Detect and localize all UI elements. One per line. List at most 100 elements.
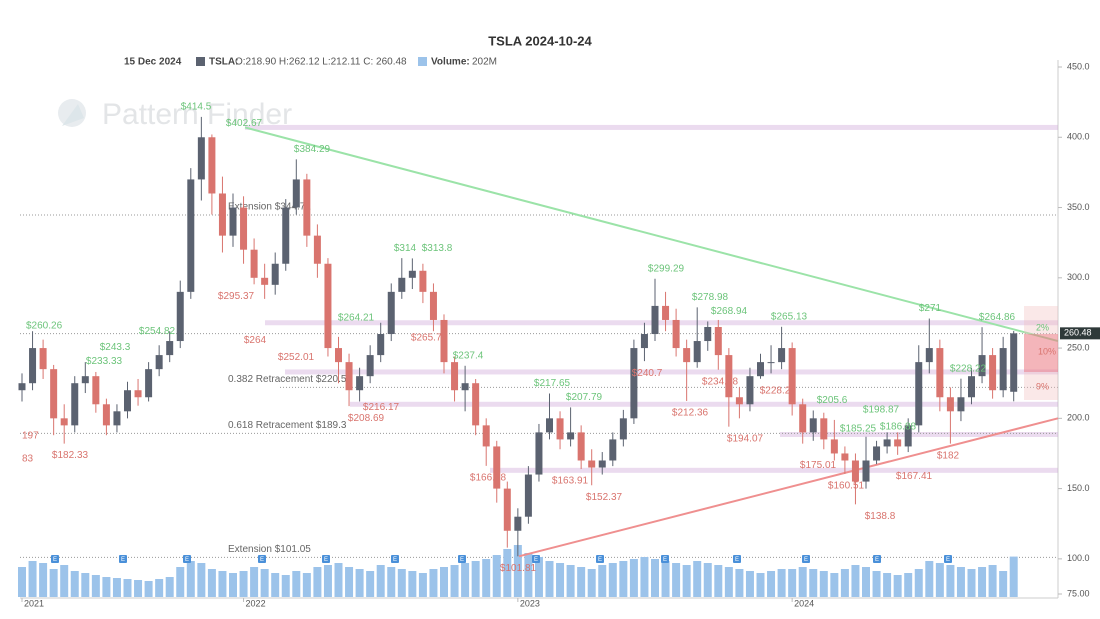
volume-bar xyxy=(967,569,976,597)
candle-body xyxy=(619,418,627,440)
volume-bar xyxy=(893,575,902,597)
volume-bar xyxy=(482,559,491,597)
y-tick-label: 75.00 xyxy=(1067,588,1090,598)
candle-body xyxy=(218,193,226,236)
volume-bar xyxy=(682,565,691,597)
volume-bar xyxy=(450,565,459,597)
high-label: $254.82 xyxy=(139,326,176,337)
trendline xyxy=(244,126,1059,343)
edge-label: 197 xyxy=(22,431,39,442)
candle-body xyxy=(134,390,142,398)
y-tick-label: 200.0 xyxy=(1067,413,1090,423)
candle-body xyxy=(303,179,311,236)
volume-bar xyxy=(144,581,153,597)
candle-body xyxy=(366,355,374,377)
candle-body xyxy=(725,355,733,398)
volume-bar xyxy=(883,573,892,597)
earnings-badge xyxy=(119,555,127,563)
candle-body xyxy=(662,305,670,320)
volume-bar xyxy=(112,578,121,597)
volume-bar xyxy=(492,555,501,597)
candle-body xyxy=(535,432,543,475)
low-label: $175.01 xyxy=(800,460,837,471)
candle-body xyxy=(567,432,575,440)
support-band xyxy=(350,401,1058,407)
candle-body xyxy=(672,319,680,349)
candle-body xyxy=(356,376,364,391)
volume-bar xyxy=(323,565,332,597)
earnings-badge xyxy=(661,555,669,563)
x-tick-label: 2023 xyxy=(520,598,540,608)
volume-bar xyxy=(197,563,206,597)
x-tick-label: 2022 xyxy=(246,598,266,608)
volume-bar xyxy=(756,573,765,597)
candle-body xyxy=(683,348,691,363)
candle-body xyxy=(609,439,617,461)
volume-bar xyxy=(640,557,649,597)
high-label: $233.33 xyxy=(86,356,123,367)
candle-body xyxy=(925,348,933,363)
low-label: $264 xyxy=(244,335,267,346)
candle-body xyxy=(799,404,807,433)
candle-body xyxy=(250,249,258,278)
candle-body xyxy=(640,334,648,349)
earnings-marker: E xyxy=(875,557,879,563)
volume-bar xyxy=(429,569,438,597)
earnings-badge xyxy=(391,555,399,563)
candle-body xyxy=(440,319,448,363)
support-band xyxy=(265,320,1058,326)
volume-bar xyxy=(651,559,659,597)
candle-body xyxy=(451,362,459,391)
low-label: $216.17 xyxy=(363,402,400,413)
volume-bar xyxy=(545,561,554,597)
volume-bar xyxy=(408,571,417,597)
candle-body xyxy=(577,432,585,461)
volume-bar xyxy=(70,571,79,597)
volume-bar xyxy=(313,567,322,597)
high-label: $384.29 xyxy=(294,144,331,155)
candle-body xyxy=(155,355,163,370)
high-label: $314 xyxy=(394,243,417,254)
volume-bar xyxy=(123,579,132,597)
high-label: $414.5 xyxy=(181,102,212,113)
volume-bar xyxy=(134,580,143,597)
volume-bar xyxy=(513,545,522,597)
candle-body xyxy=(851,460,859,482)
candle-body xyxy=(429,291,437,320)
candle-body xyxy=(946,397,954,412)
earnings-marker: E xyxy=(534,557,538,563)
header-symbol: TSLA: xyxy=(209,57,238,68)
volume-bar xyxy=(598,565,607,597)
y-tick-label: 400.0 xyxy=(1067,132,1090,142)
high-label: $264.21 xyxy=(338,313,375,324)
volume-bar xyxy=(914,569,923,597)
volume-bar xyxy=(851,565,860,597)
level-label: 0.618 Retracement $189.3 xyxy=(228,420,347,431)
volume-bar xyxy=(387,567,396,597)
earnings-marker: E xyxy=(53,557,57,563)
trendline xyxy=(518,417,1059,558)
candle-body xyxy=(778,348,786,363)
candle-body xyxy=(387,291,395,335)
candle-body xyxy=(546,418,553,433)
candle-body xyxy=(324,263,332,349)
candle-body xyxy=(208,137,216,194)
earnings-marker: E xyxy=(260,557,264,563)
volume-bar xyxy=(904,573,913,597)
x-tick-label: 2024 xyxy=(794,598,814,608)
header-date: 15 Dec 2024 xyxy=(124,57,182,68)
high-label: $243.3 xyxy=(100,342,131,353)
high-label: $402.67 xyxy=(226,118,263,129)
low-label: $182.33 xyxy=(52,450,89,461)
volume-bar xyxy=(735,569,744,597)
candle-body xyxy=(229,207,237,236)
volume-bar xyxy=(281,575,290,597)
volume-bar xyxy=(629,559,638,597)
earnings-marker: E xyxy=(185,557,189,563)
low-label: $212.36 xyxy=(672,408,709,419)
candle-body xyxy=(240,207,248,250)
volume-bar xyxy=(777,569,786,597)
low-label: $295.37 xyxy=(218,291,255,302)
candle-body xyxy=(873,446,881,461)
